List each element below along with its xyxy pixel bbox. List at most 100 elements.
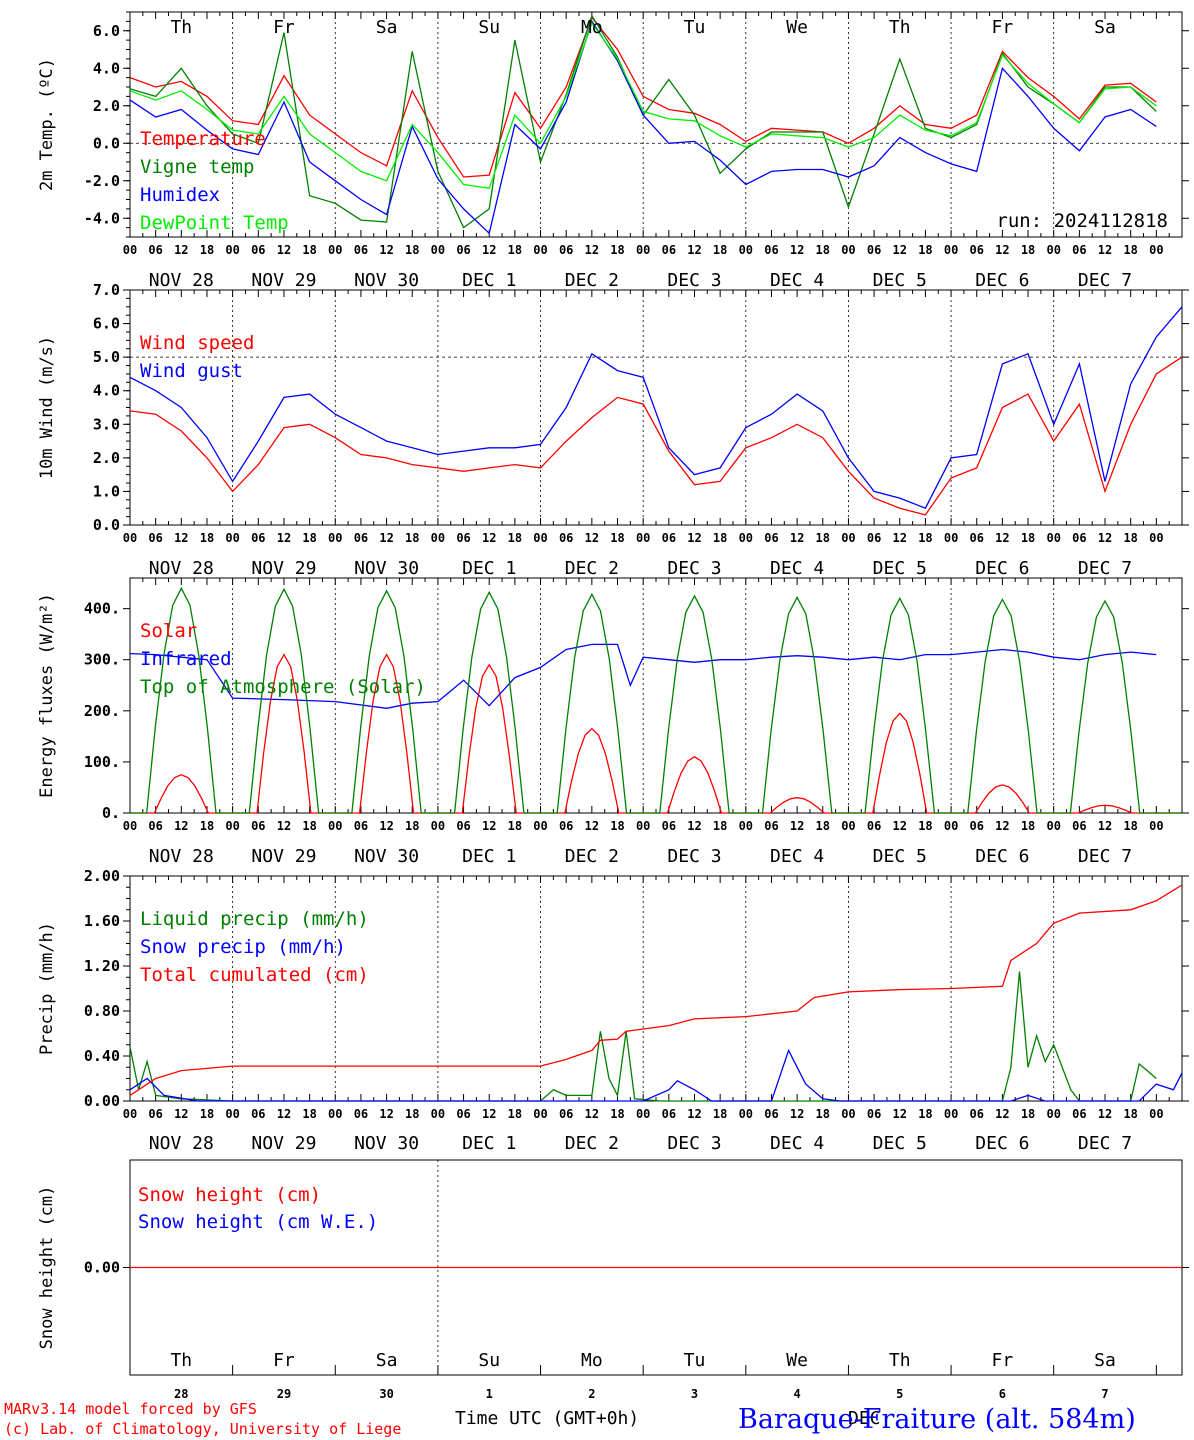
wind-hour-label: 18 xyxy=(405,531,419,545)
precip-hour-label: 18 xyxy=(302,1107,316,1121)
flux-y-tick-label: 200. xyxy=(84,702,120,720)
flux-hour-label: 06 xyxy=(1072,819,1086,833)
precip-hour-label: 00 xyxy=(1149,1107,1163,1121)
temp-y-tick-label: 6.0 xyxy=(93,22,120,40)
wind-hour-label: 00 xyxy=(841,531,855,545)
wind-y-axis-label: 10m Wind (m/s) xyxy=(37,336,57,479)
wind-hour-label: 12 xyxy=(585,531,599,545)
temp-date-label: DEC 4 xyxy=(770,270,824,291)
precip-hour-label: 12 xyxy=(174,1107,188,1121)
precip-hour-label: 12 xyxy=(482,1107,496,1121)
wind-hour-label: 12 xyxy=(174,531,188,545)
wind-y-tick-label: 1.0 xyxy=(93,482,120,500)
temp-y-tick-label: 4.0 xyxy=(93,59,120,77)
wind-legend-0: Wind speed xyxy=(140,332,254,354)
wind-date-label: DEC 1 xyxy=(462,558,516,579)
precip-hour-label: 18 xyxy=(1123,1107,1137,1121)
temp-hour-label: 06 xyxy=(456,243,470,257)
flux-date-label: DEC 5 xyxy=(873,846,927,867)
wind-hour-label: 06 xyxy=(867,531,881,545)
precip-hour-label: 06 xyxy=(251,1107,265,1121)
precip-hour-label: 12 xyxy=(277,1107,291,1121)
flux-hour-label: 18 xyxy=(610,819,624,833)
snow-weekday-label: We xyxy=(786,1350,808,1371)
precip-y-tick-label: 1.60 xyxy=(84,912,120,930)
temp-hour-label: 00 xyxy=(431,243,445,257)
temp-weekday-label: Su xyxy=(478,17,500,38)
precip-hour-label: 18 xyxy=(816,1107,830,1121)
flux-date-label: DEC 3 xyxy=(667,846,721,867)
temp-hour-label: 00 xyxy=(123,243,137,257)
precip-hour-label: 00 xyxy=(841,1107,855,1121)
snow-daynum-label: 7 xyxy=(1101,1387,1108,1401)
precip-hour-label: 12 xyxy=(585,1107,599,1121)
precip-y-tick-label: 0.00 xyxy=(84,1092,120,1110)
snow-daynum-label: 28 xyxy=(174,1387,188,1401)
snow-y-axis-label: Snow height (cm) xyxy=(37,1186,57,1350)
wind-series-1-line xyxy=(129,306,1183,510)
precip-hour-label: 06 xyxy=(148,1107,162,1121)
flux-y-axis-label: Energy fluxes (W/m²) xyxy=(37,593,57,798)
temp-legend-1: Vigne temp xyxy=(140,156,254,178)
wind-date-label: DEC 2 xyxy=(565,558,619,579)
temp-hour-label: 12 xyxy=(174,243,188,257)
temp-legend-0: Temperature xyxy=(140,128,266,150)
temp-date-label: NOV 28 xyxy=(149,270,214,291)
temp-date-label: DEC 1 xyxy=(462,270,516,291)
wind-hour-label: 06 xyxy=(970,531,984,545)
flux-date-label: NOV 30 xyxy=(354,846,419,867)
flux-hour-label: 12 xyxy=(585,819,599,833)
temp-date-label: DEC 3 xyxy=(667,270,721,291)
flux-date-label: DEC 1 xyxy=(462,846,516,867)
flux-hour-label: 18 xyxy=(508,819,522,833)
precip-hour-label: 00 xyxy=(123,1107,137,1121)
snow-weekday-label: Sa xyxy=(376,1350,398,1371)
temp-hour-label: 12 xyxy=(482,243,496,257)
flux-hour-label: 12 xyxy=(174,819,188,833)
temp-hour-label: 06 xyxy=(1072,243,1086,257)
snow-weekday-label: Fr xyxy=(992,1350,1014,1371)
flux-hour-label: 18 xyxy=(302,819,316,833)
flux-hour-label: 18 xyxy=(918,819,932,833)
panel-temp: 6.0 4.0 2.0 0.0 -2.0 -4.0 2m Temp. (ºC) Tempera… xyxy=(37,11,1189,291)
precip-hour-label: 12 xyxy=(790,1107,804,1121)
temp-hour-label: 00 xyxy=(328,243,342,257)
temp-hour-label: 06 xyxy=(354,243,368,257)
temp-date-label: DEC 2 xyxy=(565,270,619,291)
temp-hour-label: 00 xyxy=(841,243,855,257)
flux-hour-label: 06 xyxy=(148,819,162,833)
snow-daynum-label: 29 xyxy=(277,1387,291,1401)
temp-hour-label: 12 xyxy=(790,243,804,257)
flux-hour-label: 00 xyxy=(533,819,547,833)
flux-hour-label: 18 xyxy=(1123,819,1137,833)
temp-hour-label: 18 xyxy=(302,243,316,257)
flux-hour-label: 06 xyxy=(970,819,984,833)
temp-hour-label: 00 xyxy=(1046,243,1060,257)
wind-hour-label: 18 xyxy=(1021,531,1035,545)
wind-legend-1: Wind gust xyxy=(140,360,243,382)
flux-hour-label: 12 xyxy=(277,819,291,833)
temp-date-label: NOV 30 xyxy=(354,270,419,291)
snow-weekday-label: Fr xyxy=(273,1350,295,1371)
precip-hour-label: 00 xyxy=(739,1107,753,1121)
snow-daynum-label: 6 xyxy=(999,1387,1006,1401)
temp-date-label: DEC 6 xyxy=(975,270,1029,291)
temp-weekday-label: Fr xyxy=(273,17,295,38)
flux-hour-label: 06 xyxy=(456,819,470,833)
snow-daynum-label: 2 xyxy=(588,1387,595,1401)
precip-hour-label: 00 xyxy=(636,1107,650,1121)
precip-date-label: DEC 5 xyxy=(873,1133,927,1154)
snow-daynum-label: 3 xyxy=(691,1387,698,1401)
panel-snow: 0.00 Snow height (cm) Snow height (cm) Snow… xyxy=(37,1159,1189,1401)
precip-hour-label: 06 xyxy=(559,1107,573,1121)
flux-hour-label: 18 xyxy=(713,819,727,833)
wind-hour-label: 00 xyxy=(225,531,239,545)
flux-hour-label: 12 xyxy=(1098,819,1112,833)
flux-hour-label: 00 xyxy=(328,819,342,833)
temp-hour-label: 00 xyxy=(636,243,650,257)
snow-weekday-label: Th xyxy=(889,1350,911,1371)
temp-weekday-label: Th xyxy=(170,17,192,38)
wind-hour-label: 12 xyxy=(995,531,1009,545)
flux-date-label: DEC 6 xyxy=(975,846,1029,867)
wind-date-label: DEC 3 xyxy=(667,558,721,579)
